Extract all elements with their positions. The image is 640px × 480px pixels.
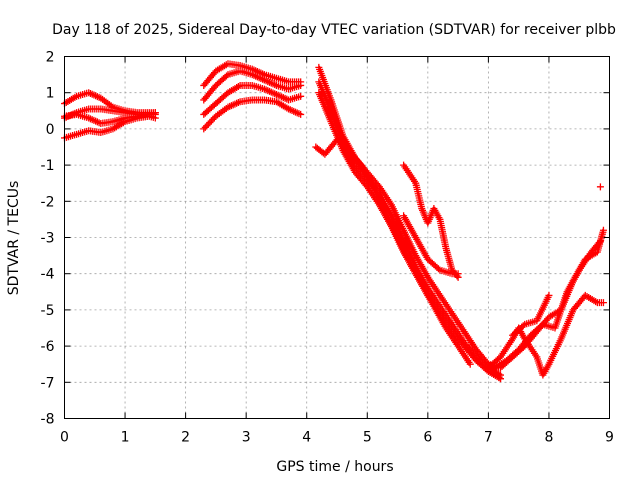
data-point [204,120,212,128]
y-tick-label: -7 [41,375,55,391]
data-point [209,115,217,123]
x-tick-label: 7 [484,430,493,446]
data-point [297,81,305,89]
y-tick-label: 0 [46,122,55,138]
points-layer [61,60,607,383]
series-track-f [200,67,305,104]
x-tick-label: 1 [121,430,130,446]
data-point [222,72,230,80]
y-tick-label: 1 [46,86,55,102]
series-track-c [61,112,159,142]
y-tick-label: -2 [41,194,55,210]
y-tick-label: 2 [46,50,55,66]
data-point [297,110,305,118]
y-tick-label: -5 [41,303,55,319]
grid-layer [64,56,610,419]
data-point [599,299,607,307]
x-tick-label: 6 [423,430,432,446]
series-track-g [200,81,305,118]
data-point [545,291,553,299]
data-point [519,322,527,330]
data-point [595,239,603,247]
data-point [297,92,305,100]
x-axis-label: GPS time / hours [276,459,393,475]
series-track-o [484,291,607,379]
data-point [207,117,215,125]
series-track-n [400,212,462,278]
data-point [151,109,159,117]
data-point [497,375,504,383]
series-track-r [509,291,553,339]
data-point [200,125,208,133]
data-point [201,123,209,131]
data-point [454,270,462,278]
x-tick-label: 2 [181,430,190,446]
y-tick-label: -6 [41,339,55,355]
x-tick-label: 5 [363,430,372,446]
x-tick-label: 0 [60,430,69,446]
series-track-q [490,237,604,372]
series-track-s [596,183,604,191]
data-point [466,360,474,368]
x-tick-label: 9 [605,430,614,446]
x-tick-label: 3 [242,430,251,446]
data-point [596,237,604,245]
data-point [599,226,607,234]
series-track-d [61,109,159,127]
series-track-e [200,60,305,89]
data-point [203,122,211,130]
y-tick-label: -4 [41,267,55,283]
series-track-m [400,161,462,281]
data-point [206,119,214,127]
data-point [596,183,604,191]
y-tick-label: -3 [41,231,55,247]
y-tick-label: -8 [41,412,55,428]
tick-layer: 0 1 2 3 4 5 6 7 8 9 2 1 0 -1 -2 -3 -4 -5 -6 -7 -8 [41,50,614,446]
data-point [434,265,442,273]
x-tick-label: 8 [544,430,553,446]
y-axis-label: SDTVAR / TECUs [6,181,22,296]
series-track-l [312,136,474,368]
x-tick-label: 4 [302,430,311,446]
y-tick-label: -1 [41,158,55,174]
series-track-h [200,96,305,133]
chart-title: Day 118 of 2025, Sidereal Day-to-day VTE… [52,22,616,38]
